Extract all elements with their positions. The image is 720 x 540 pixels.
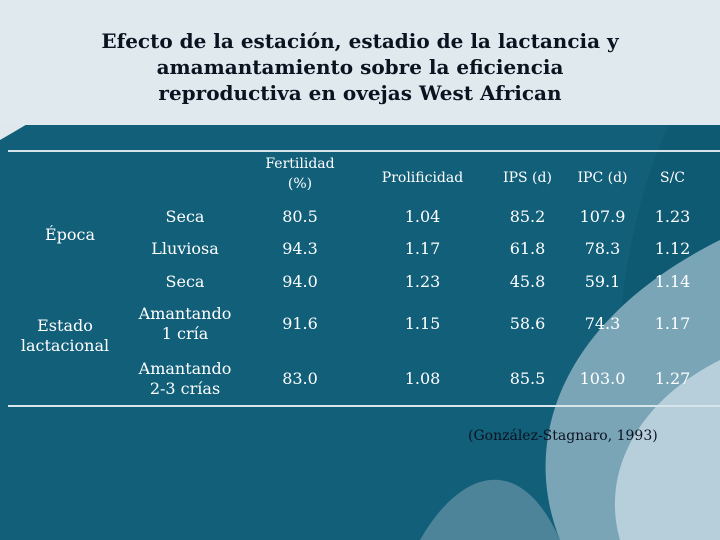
row-5-label-line2: 2-3 crías: [149, 379, 221, 398]
row-4-label: Amantando 1 cría: [125, 304, 245, 344]
header-ipc: IPC (d): [577, 170, 628, 186]
row-2-ips: 61.8: [509, 239, 546, 258]
row-2-sc: 1.12: [654, 239, 691, 258]
header-fertilidad-line2: (%): [287, 176, 313, 192]
group-epoca: Época: [44, 225, 96, 244]
row-3-ipc: 59.1: [584, 272, 621, 291]
row-5-label-line1: Amantando: [138, 359, 232, 378]
row-4-fertilidad: 91.6: [282, 314, 318, 333]
row-2-label: Lluviosa: [151, 239, 219, 258]
row-1-prolificidad: 1.04: [404, 207, 441, 226]
group-estado-line1: Estado: [37, 316, 93, 335]
title-line-1: Efecto de la estación, estadio de la lac…: [101, 29, 619, 53]
row-5-ips: 85.5: [509, 369, 546, 388]
row-5-fertilidad: 83.0: [282, 369, 318, 388]
row-1-ipc: 107.9: [579, 207, 626, 226]
row-3-label: Seca: [165, 272, 205, 291]
title-line-2: amamantamiento sobre la eficiencia: [156, 55, 564, 79]
citation: (González-Stagnaro, 1993): [468, 428, 658, 444]
row-3-fertilidad: 94.0: [282, 272, 318, 291]
row-2-fertilidad: 94.3: [282, 239, 318, 258]
title-line-3: reproductiva en ovejas West African: [158, 81, 562, 105]
row-5-label: Amantando 2-3 crías: [125, 359, 245, 399]
row-4-label-line1: Amantando: [138, 304, 232, 323]
row-4-ipc: 74.3: [584, 314, 621, 333]
row-1-sc: 1.23: [654, 207, 691, 226]
row-5-prolificidad: 1.08: [404, 369, 441, 388]
row-4-ips: 58.6: [509, 314, 546, 333]
table-bottom-rule: [8, 405, 720, 407]
row-4-sc: 1.17: [654, 314, 691, 333]
row-1-label: Seca: [165, 207, 205, 226]
header-ips: IPS (d): [503, 170, 552, 186]
header-prolificidad: Prolificidad: [381, 170, 464, 186]
row-3-ips: 45.8: [509, 272, 546, 291]
table-top-rule: [8, 150, 720, 152]
row-1-fertilidad: 80.5: [282, 207, 318, 226]
row-1-ips: 85.2: [509, 207, 546, 226]
header-fertilidad: Fertilidad (%): [250, 154, 350, 194]
header-fertilidad-line1: Fertilidad: [265, 156, 335, 172]
row-2-prolificidad: 1.17: [404, 239, 441, 258]
row-3-prolificidad: 1.23: [404, 272, 441, 291]
header-sc: S/C: [659, 170, 686, 186]
group-estado-lactacional: Estado lactacional: [10, 316, 120, 356]
row-5-sc: 1.27: [654, 369, 691, 388]
row-2-ipc: 78.3: [584, 239, 621, 258]
row-3-sc: 1.14: [654, 272, 691, 291]
row-4-prolificidad: 1.15: [404, 314, 441, 333]
group-estado-line2: lactacional: [20, 336, 110, 355]
row-5-ipc: 103.0: [579, 369, 626, 388]
row-4-label-line2: 1 cría: [161, 324, 209, 343]
slide-title: Efecto de la estación, estadio de la lac…: [60, 28, 660, 106]
